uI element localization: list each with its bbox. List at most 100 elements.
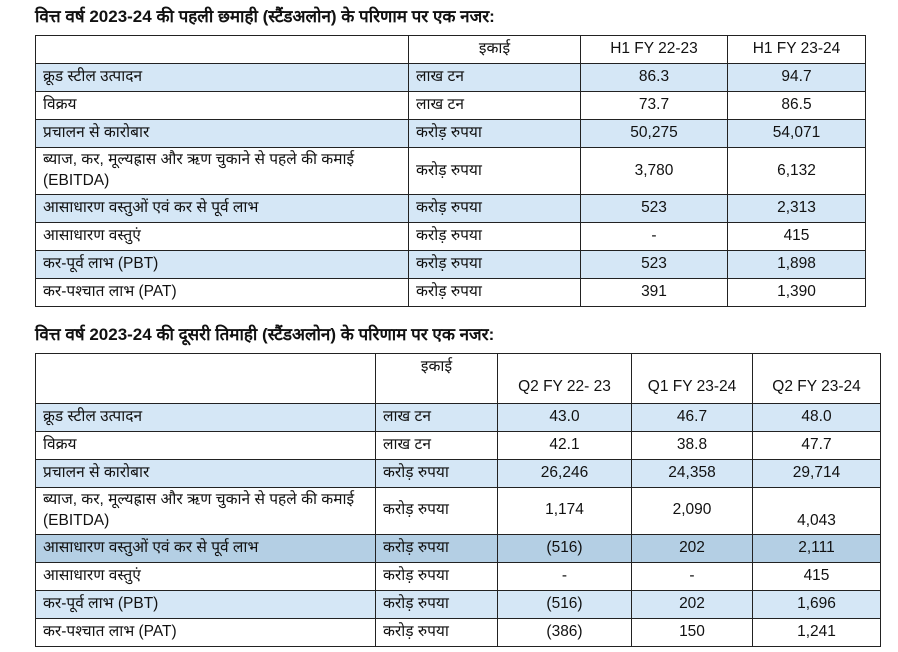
row-value: 94.7 (727, 63, 866, 93)
row-label: आसाधारण वस्तुओं एवं कर से पूर्व लाभ (35, 193, 409, 223)
row-value: 43.0 (497, 403, 632, 433)
table-row: कर-पश्चात लाभ (PAT) करोड़ रुपया 391 1,390 (35, 277, 866, 307)
q2-results-title: वित्त वर्ष 2023-24 की दूसरी तिमाही (स्टै… (35, 324, 495, 344)
q2-table-body: क्रूड स्टील उत्पादन लाख टन 43.0 46.7 48.0 विक… (35, 403, 881, 647)
q2-results-table: इकाई Q2 FY 22- 23 Q1 FY 23-24 Q2 FY 23-24 क… (35, 353, 881, 647)
row-value: 42.1 (497, 431, 632, 461)
header-period-label: Q2 FY 23-24 (752, 353, 881, 405)
row-value: 54,071 (727, 119, 866, 149)
row-value: 3,780 (580, 147, 728, 195)
table-row: आसाधारण वस्तुओं एवं कर से पूर्व लाभ करोड़… (35, 533, 881, 563)
row-value: 38.8 (631, 431, 753, 461)
row-value: 47.7 (752, 431, 881, 461)
row-value: 26,246 (497, 459, 632, 489)
row-label: कर-पश्चात लाभ (PAT) (35, 277, 409, 307)
row-value: 415 (752, 561, 881, 591)
row-value: 150 (631, 617, 753, 647)
table-row: कर-पूर्व लाभ (PBT) करोड़ रुपया 523 1,898 (35, 249, 866, 279)
row-value: 73.7 (580, 91, 728, 121)
row-value: (386) (497, 617, 632, 647)
row-value: 1,174 (497, 487, 632, 535)
header-unit-label: इकाई (375, 353, 498, 405)
row-label: क्रूड स्टील उत्पादन (35, 63, 409, 93)
row-value: 1,898 (727, 249, 866, 279)
table-row: आसाधारण वस्तुओं एवं कर से पूर्व लाभ करोड़… (35, 193, 866, 223)
row-value: 2,090 (631, 487, 753, 535)
row-label: कर-पूर्व लाभ (PBT) (35, 589, 376, 619)
row-value: (516) (497, 589, 632, 619)
table-row: आसाधारण वस्तुएं करोड़ रुपया -415 (35, 221, 866, 251)
row-unit: करोड़ रुपया (408, 119, 581, 149)
row-value: 6,132 (727, 147, 866, 195)
row-value: 2,111 (752, 533, 881, 563)
table-row: ब्याज, कर, मूल्यह्रास और ऋण चुकाने से पह… (35, 487, 881, 535)
row-value: 1,390 (727, 277, 866, 307)
row-value: 1,241 (752, 617, 881, 647)
row-value: - (580, 221, 728, 251)
row-unit: करोड़ रुपया (408, 221, 581, 251)
row-value: 50,275 (580, 119, 728, 149)
header-empty-cell (35, 35, 409, 65)
row-label: प्रचालन से कारोबार (35, 459, 376, 489)
table-row: विक्रय लाख टन 42.1 38.8 47.7 (35, 431, 881, 461)
row-label: आसाधारण वस्तुएं (35, 221, 409, 251)
section-h1-results: वित्त वर्ष 2023-24 की पहली छमाही (स्टैंड… (35, 6, 898, 307)
header-unit-label: इकाई (408, 35, 581, 65)
table-row: क्रूड स्टील उत्पादन लाख टन 43.0 46.7 48.0 (35, 403, 881, 433)
header-row: इकाई H1 FY 22-23 H1 FY 23-24 (35, 35, 866, 65)
row-value: 391 (580, 277, 728, 307)
row-value: 48.0 (752, 403, 881, 433)
header-empty-cell (35, 353, 376, 405)
row-value: 46.7 (631, 403, 753, 433)
row-unit: करोड़ रुपया (408, 249, 581, 279)
row-unit: लाख टन (408, 91, 581, 121)
table-row: क्रूड स्टील उत्पादन लाख टन 86.3 94.7 (35, 63, 866, 93)
row-unit: करोड़ रुपया (375, 561, 498, 591)
table-row: प्रचालन से कारोबार करोड़ रुपया 50,275 54,07… (35, 119, 866, 149)
row-unit: करोड़ रुपया (375, 617, 498, 647)
row-unit: करोड़ रुपया (408, 147, 581, 195)
header-period-label: H1 FY 22-23 (580, 35, 728, 65)
row-unit: करोड़ रुपया (375, 459, 498, 489)
table-row: विक्रय लाख टन 73.7 86.5 (35, 91, 866, 121)
row-value: 202 (631, 589, 753, 619)
table-row: कर-पश्चात लाभ (PAT) करोड़ रुपया (386) 150 1,… (35, 617, 881, 647)
table-row: आसाधारण वस्तुएं करोड़ रुपया - -415 (35, 561, 881, 591)
row-value: 523 (580, 249, 728, 279)
row-value: - (631, 561, 753, 591)
row-label: कर-पश्चात लाभ (PAT) (35, 617, 376, 647)
row-value: 1,696 (752, 589, 881, 619)
row-label: ब्याज, कर, मूल्यह्रास और ऋण चुकाने से पह… (35, 147, 409, 195)
header-row: इकाई Q2 FY 22- 23 Q1 FY 23-24 Q2 FY 23-24 (35, 353, 881, 405)
row-value: 415 (727, 221, 866, 251)
row-label: विक्रय (35, 91, 409, 121)
row-value: 24,358 (631, 459, 753, 489)
h1-table-header: इकाई H1 FY 22-23 H1 FY 23-24 (35, 35, 866, 65)
row-value: 86.3 (580, 63, 728, 93)
row-value: (516) (497, 533, 632, 563)
row-label: विक्रय (35, 431, 376, 461)
header-period-label: Q2 FY 22- 23 (497, 353, 632, 405)
row-label: आसाधारण वस्तुओं एवं कर से पूर्व लाभ (35, 533, 376, 563)
table-row: कर-पूर्व लाभ (PBT) करोड़ रुपया (516) 202 1,6… (35, 589, 881, 619)
row-unit: करोड़ रुपया (375, 533, 498, 563)
row-value: 523 (580, 193, 728, 223)
row-value: - (497, 561, 632, 591)
q2-table-header: इकाई Q2 FY 22- 23 Q1 FY 23-24 Q2 FY 23-24 (35, 353, 881, 405)
row-label: प्रचालन से कारोबार (35, 119, 409, 149)
header-period-label: H1 FY 23-24 (727, 35, 866, 65)
section-q2-results: वित्त वर्ष 2023-24 की दूसरी तिमाही (स्टै… (35, 324, 898, 647)
row-unit: लाख टन (408, 63, 581, 93)
header-period-label: Q1 FY 23-24 (631, 353, 753, 405)
row-label: आसाधारण वस्तुएं (35, 561, 376, 591)
row-label: कर-पूर्व लाभ (PBT) (35, 249, 409, 279)
row-label: ब्याज, कर, मूल्यह्रास और ऋण चुकाने से पह… (35, 487, 376, 535)
row-unit: लाख टन (375, 403, 498, 433)
h1-table-body: क्रूड स्टील उत्पादन लाख टन 86.3 94.7 विक्रय ल… (35, 63, 866, 307)
row-value: 4,043 (752, 487, 881, 535)
row-unit: लाख टन (375, 431, 498, 461)
row-value: 86.5 (727, 91, 866, 121)
row-value: 29,714 (752, 459, 881, 489)
row-unit: करोड़ रुपया (408, 277, 581, 307)
